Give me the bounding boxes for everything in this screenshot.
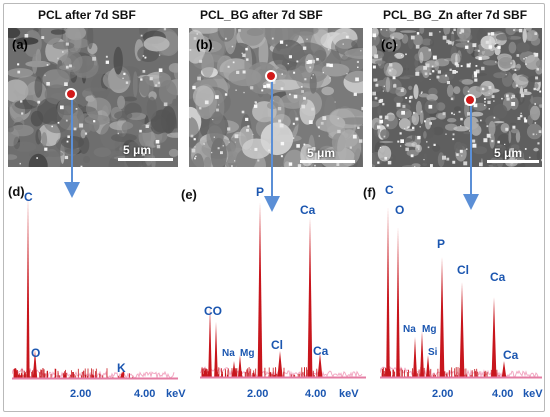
- peak-label-f-p: P: [437, 237, 446, 251]
- panel-tag-d: (d): [8, 184, 25, 199]
- peak-label-e-co: CO: [204, 304, 222, 318]
- panel-tag-b: (b): [196, 37, 213, 52]
- peak-label-e-mg: Mg: [240, 348, 255, 359]
- tick-label-d-2: 2.00: [70, 388, 92, 400]
- tick-label-d-4: 4.00: [134, 388, 156, 400]
- peak-label-f-cl: Cl: [457, 263, 469, 277]
- peak-label-e-ca: Ca: [300, 203, 316, 217]
- figure-frame: [3, 3, 545, 412]
- panel-tag-f: (f): [363, 185, 376, 200]
- sem-image-pcl-bg-zn: [372, 28, 542, 167]
- peak-label-e-na: Na: [222, 348, 235, 359]
- title-pcl-bg-zn: PCL_BG_Zn after 7d SBF: [383, 8, 528, 22]
- tick-label-e-2: 2.00: [247, 388, 269, 400]
- peak-label-f-c: C: [385, 183, 394, 197]
- tick-label-e-kev: keV: [339, 388, 359, 400]
- peak-label-f-mg: Mg: [422, 324, 437, 335]
- peak-label-d-k: K: [117, 361, 126, 375]
- peak-label-e-p: P: [256, 185, 265, 199]
- tick-label-d-kev: keV: [166, 388, 186, 400]
- peak-label-d-o: O: [31, 346, 41, 360]
- scale-bar-label-a: 5 μm: [123, 143, 152, 157]
- tick-label-f-kev: keV: [523, 388, 543, 400]
- scale-bar-b: [300, 160, 355, 163]
- eds-spectrum-pcl: [12, 196, 178, 380]
- peak-label-f-o: O: [395, 203, 405, 217]
- peak-label-f-ca2: Ca: [503, 348, 519, 362]
- peak-label-f-na: Na: [403, 324, 416, 335]
- scale-bar-c: [487, 160, 539, 163]
- peak-label-e-cl: Cl: [271, 338, 283, 352]
- tick-label-f-4: 4.00: [492, 388, 514, 400]
- tick-label-e-4: 4.00: [305, 388, 327, 400]
- panel-tag-c: (c): [381, 37, 397, 52]
- eds-spectrum-pcl-bg: [200, 202, 366, 379]
- scale-bar-a: [118, 158, 173, 161]
- scale-bar-label-b: 5 μm: [307, 146, 336, 160]
- title-pcl-bg: PCL_BG after 7d SBF: [200, 8, 323, 22]
- peak-label-f-ca: Ca: [490, 270, 506, 284]
- peak-label-e-ca2: Ca: [313, 344, 329, 358]
- peak-label-d-c: C: [24, 190, 33, 204]
- title-pcl: PCL after 7d SBF: [38, 8, 136, 22]
- scale-bar-label-c: 5 μm: [494, 146, 523, 160]
- peak-label-f-si: Si: [428, 347, 438, 358]
- panel-tag-e: (e): [181, 187, 197, 202]
- analysis-spot-a: [65, 88, 77, 100]
- tick-label-f-2: 2.00: [432, 388, 454, 400]
- analysis-spot-c: [464, 94, 476, 106]
- panel-tag-a: (a): [12, 37, 28, 52]
- analysis-spot-b: [265, 70, 277, 82]
- eds-spectrum-pcl-bg-zn: [380, 207, 542, 379]
